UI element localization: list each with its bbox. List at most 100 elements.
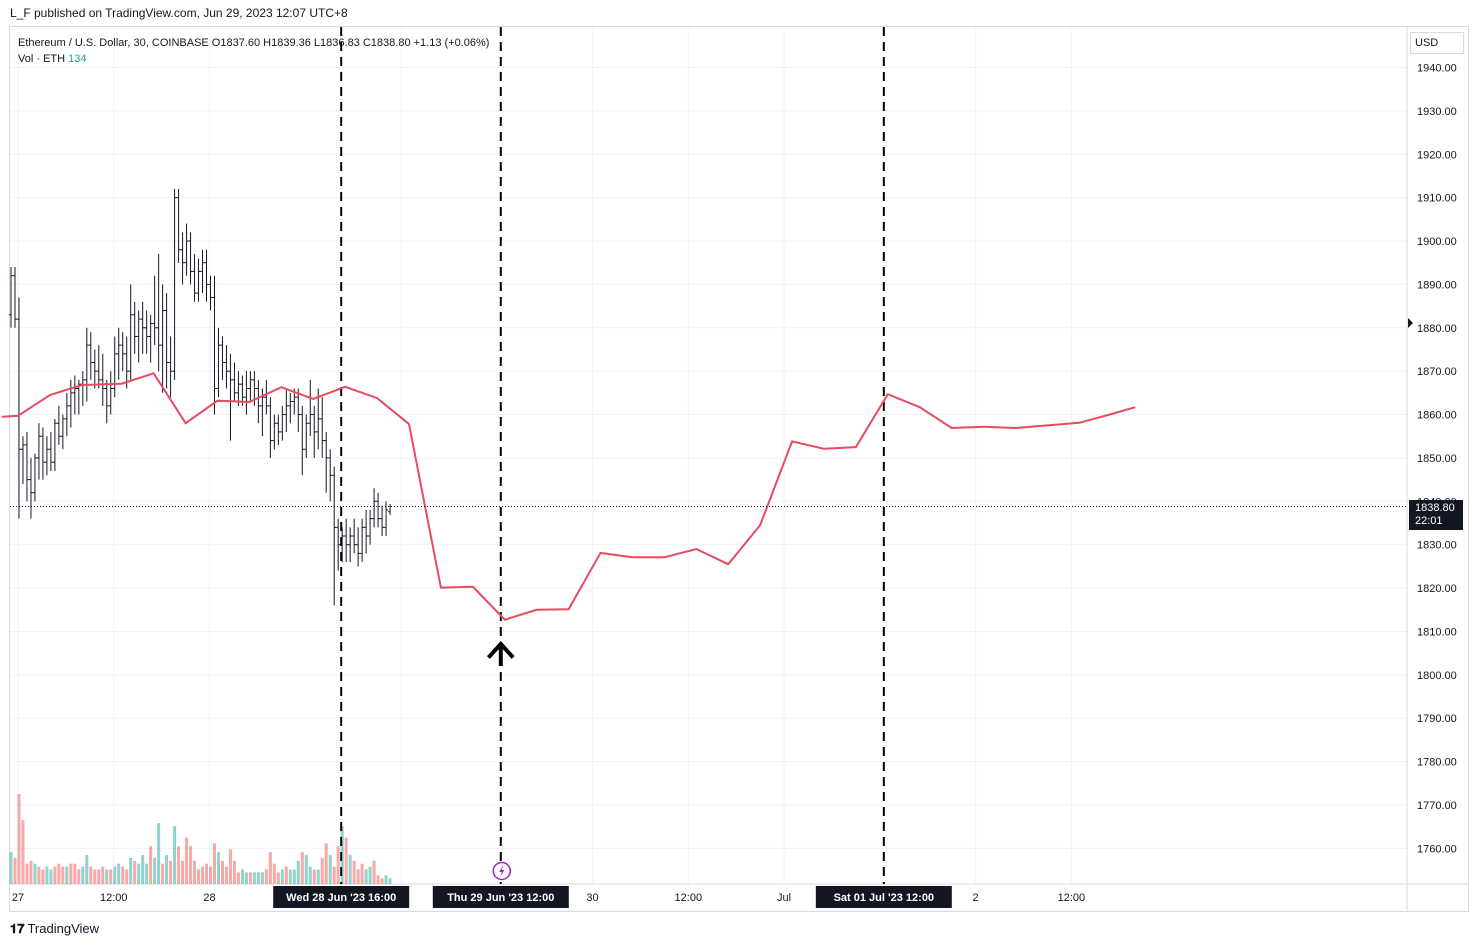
ohlc-bar (220, 336, 225, 380)
ohlc-bar (376, 492, 381, 528)
ohlc-bar (360, 518, 365, 563)
ohlc-bar (212, 275, 217, 415)
price-tick-label: 1820.00 (1417, 583, 1457, 595)
ohlc-bar (92, 349, 97, 389)
ohlc-bar (268, 397, 273, 458)
ohlc-bar (136, 310, 141, 363)
volume-bar (57, 863, 61, 884)
ohlc-bar (128, 284, 133, 380)
ohlc-bar (84, 327, 89, 402)
ohlc-bar (372, 488, 377, 528)
currency-button[interactable]: USD (1410, 32, 1464, 54)
price-tick-label: 1880.00 (1417, 323, 1457, 335)
ohlc-bar (108, 371, 113, 415)
volume-bar (25, 863, 29, 884)
volume-bar (296, 860, 300, 884)
prediction-line-group (1, 372, 1136, 621)
ohlc-bar (276, 414, 281, 445)
volume-bar (240, 869, 244, 884)
volume-bar (328, 855, 332, 884)
volume-bar (161, 863, 165, 884)
volume-bar (73, 863, 77, 884)
volume-bar (85, 855, 89, 884)
volume-bar (9, 852, 13, 884)
volume-bar (89, 866, 93, 884)
volume-bar (352, 860, 356, 884)
volume-legend[interactable]: Vol · ETH 134 (18, 51, 489, 67)
volume-bar (380, 878, 384, 884)
volume-bar (336, 846, 340, 884)
ohlc-bar (288, 392, 293, 424)
ohlc-bar (188, 232, 193, 285)
ohlc-bar (36, 423, 41, 480)
volume-bar (17, 794, 21, 884)
volume-bar (137, 863, 141, 884)
price-tick-label: 1870.00 (1417, 366, 1457, 378)
ohlc-bar (200, 249, 205, 294)
tradingview-footer[interactable]: 𝟏𝟕 TradingView (10, 921, 99, 937)
ohlc-bar (60, 414, 65, 450)
ohlc-bar (112, 336, 117, 398)
volume-value: 134 (68, 53, 87, 65)
last-price-tag: 1838.80 22:01 (1409, 500, 1463, 530)
volume-bar (248, 872, 252, 884)
grid (10, 27, 1468, 911)
price-tick-label: 1860.00 (1417, 410, 1457, 422)
ohlc-bar (9, 267, 13, 328)
ohlc-bar (140, 301, 145, 354)
ohlc-bar (164, 293, 169, 389)
time-tick-label: 27 (12, 892, 24, 904)
volume-bar (29, 860, 33, 884)
volume-bar (113, 866, 117, 884)
price-bars (9, 188, 393, 606)
price-tick-label: 1940.00 (1417, 63, 1457, 75)
volume-bar (129, 857, 133, 884)
volume-bar (228, 849, 232, 884)
price-tick-label: 1850.00 (1417, 453, 1457, 465)
ohlc-bar (224, 345, 229, 389)
time-tick-label: 30 (586, 892, 598, 904)
published-by-text: L_F published on TradingView.com, Jun 29… (10, 6, 348, 20)
volume-bar (177, 846, 181, 884)
ohlc-bar (204, 249, 209, 302)
ohlc-bar (16, 297, 21, 519)
ohlc-bar (280, 405, 285, 441)
chart-frame[interactable] (9, 26, 1469, 912)
ohlc-bar (12, 267, 17, 328)
volume-bar (65, 866, 69, 884)
volume-bar (153, 857, 157, 884)
ohlc-bar (156, 254, 161, 372)
volume-bar (372, 860, 376, 884)
legend: Ethereum / U.S. Dollar, 30, COINBASE O18… (18, 35, 489, 67)
volume-bar (41, 869, 45, 884)
ohlc-bar (52, 418, 57, 471)
volume-bar (376, 875, 380, 884)
ohlc-bar (364, 509, 369, 554)
highlight-time-bg (432, 886, 569, 908)
price-marker-triangle (1408, 318, 1413, 328)
volume-bar (368, 866, 372, 884)
volume-bar (61, 866, 65, 884)
last-price-line (10, 318, 1413, 508)
volume-bar (45, 866, 49, 884)
volume-bar (193, 860, 197, 884)
ohlc-bar (208, 275, 213, 311)
symbol-ohlc-line[interactable]: Ethereum / U.S. Dollar, 30, COINBASE O18… (18, 37, 490, 49)
volume-bar (308, 866, 312, 884)
volume-bar (284, 866, 288, 884)
ohlc-bar (228, 353, 233, 441)
volume-bar (252, 872, 256, 884)
volume-bar (189, 846, 193, 884)
price-tick-label: 1920.00 (1417, 149, 1457, 161)
volume-bar (121, 866, 125, 884)
volume-bar (145, 863, 149, 884)
volume-bar (169, 860, 173, 884)
prediction-line (1, 372, 1136, 621)
volume-bars (9, 794, 392, 884)
ohlc-bar (232, 362, 237, 402)
volume-bar (288, 869, 292, 884)
price-tick-label: 1930.00 (1417, 106, 1457, 118)
ohlc-bar (272, 414, 277, 450)
